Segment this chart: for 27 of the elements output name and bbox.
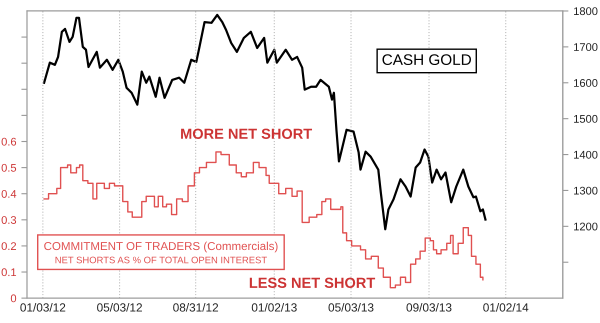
y2-tick-label: 1400 xyxy=(574,150,598,159)
y2-tick-label: 1600 xyxy=(574,79,598,87)
x-tick-label: 01/03/12 xyxy=(20,302,66,312)
x-tick-label: 05/03/12 xyxy=(97,302,142,312)
y-tick-label: 0.4 xyxy=(2,190,16,198)
annotation: LESS NET SHORT xyxy=(250,278,376,288)
y2-tick-label: 1200 xyxy=(574,222,598,230)
y2-tick-label: 1500 xyxy=(574,114,598,123)
annotation: NET SHORTS AS % OF TOTAL OPEN INTEREST xyxy=(56,256,267,264)
y2-tick-label: 1700 xyxy=(574,43,598,52)
line-series xyxy=(43,14,487,230)
x-tick-label: 09/03/13 xyxy=(406,302,452,312)
y-tick-label: 0.6 xyxy=(2,138,16,146)
y2-tick-label: 1800 xyxy=(574,7,598,16)
y-tick-label: 0.5 xyxy=(2,164,16,172)
y-tick-label: 0.2 xyxy=(2,242,16,250)
annotation: MORE NET SHORT xyxy=(181,128,312,139)
x-tick-label: 01/02/14 xyxy=(483,302,528,312)
y2-tick-label: 1300 xyxy=(574,186,598,195)
x-tick-label: 01/02/13 xyxy=(252,302,297,312)
text: CASH GOLD xyxy=(382,54,471,66)
x-tick-label: 05/03/13 xyxy=(328,302,374,312)
y-tick-label: 0 xyxy=(10,294,16,302)
y-tick-label: 0.3 xyxy=(2,216,16,224)
x-tick-label: 08/31/12 xyxy=(173,302,218,312)
y-tick-label: 0.1 xyxy=(2,268,16,276)
text: COMMITMENT OF TRADERS (Commercials) xyxy=(44,242,278,252)
